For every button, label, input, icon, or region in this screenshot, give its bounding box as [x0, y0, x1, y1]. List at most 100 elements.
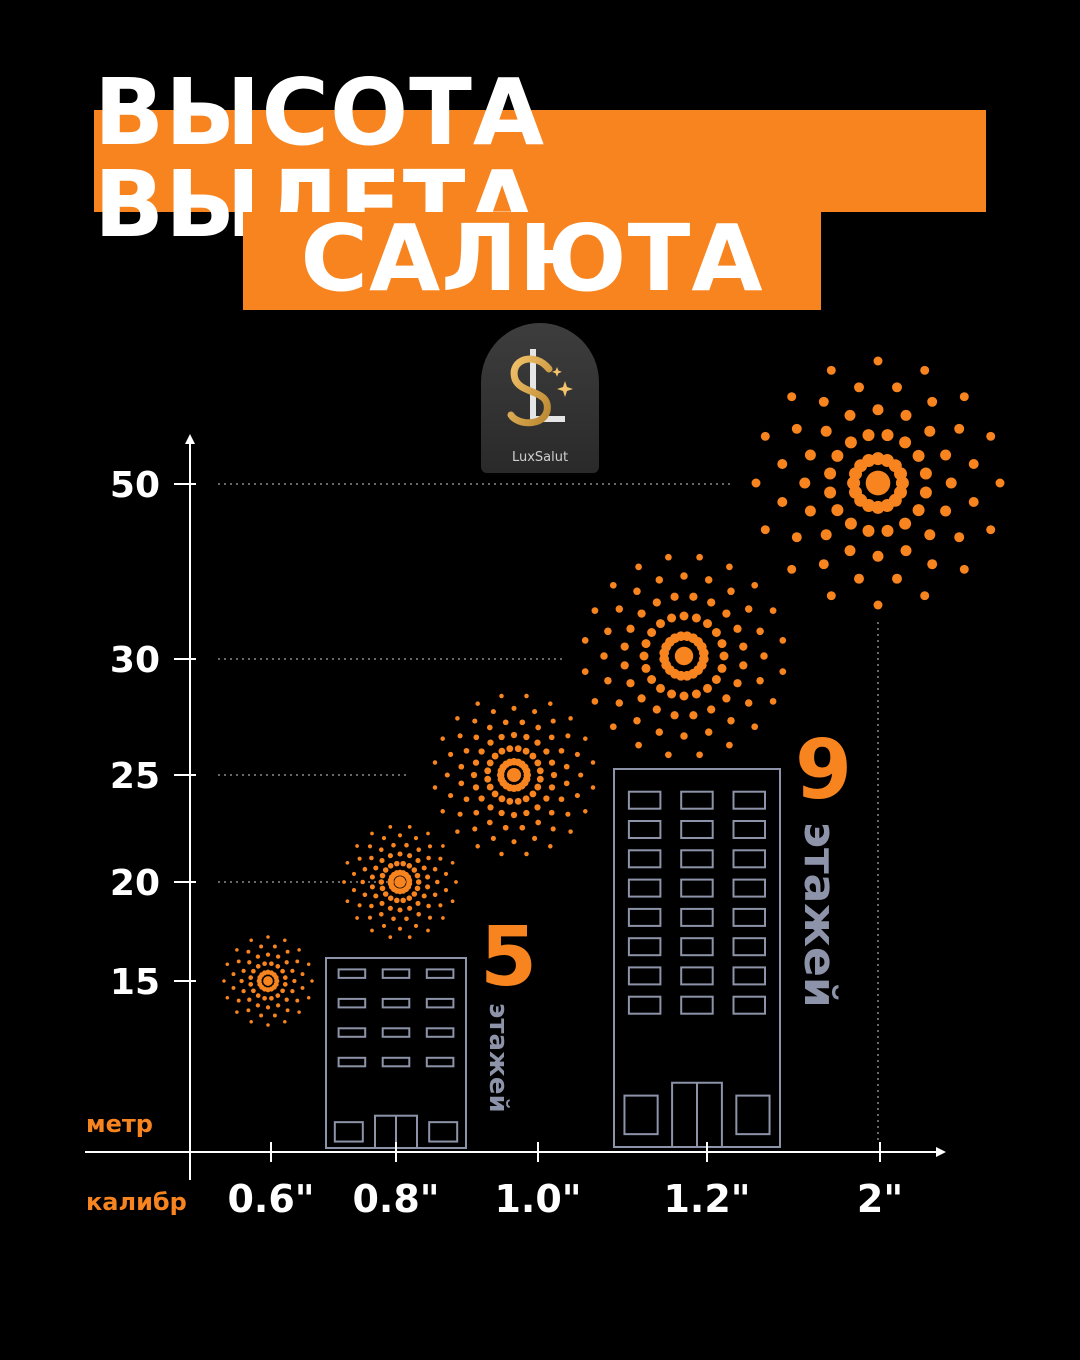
- burst-dot: [448, 751, 454, 757]
- burst-dot: [282, 975, 288, 980]
- burst-dot: [360, 879, 366, 885]
- burst-dot: [416, 847, 422, 853]
- burst-dot: [432, 760, 438, 765]
- building-window: [732, 878, 766, 898]
- burst-dot: [824, 486, 837, 499]
- burst-dot: [406, 877, 413, 884]
- burst-dot: [300, 972, 305, 977]
- burst-dot: [391, 916, 396, 922]
- building-window: [337, 997, 367, 1009]
- burst-dot: [679, 611, 689, 621]
- building-window: [680, 820, 714, 839]
- burst-dot: [285, 1008, 290, 1013]
- burst-dot: [490, 709, 496, 715]
- burst-dot: [524, 851, 529, 857]
- burst-dot: [760, 431, 770, 441]
- burst-dot: [282, 982, 288, 987]
- burst-dot: [959, 564, 969, 574]
- burst-dot: [529, 752, 537, 760]
- burst-dot: [652, 598, 661, 607]
- burst-dot: [394, 897, 400, 904]
- building-ground-window: [333, 1121, 364, 1143]
- burst-dot: [727, 716, 735, 725]
- burst-dot: [406, 895, 413, 901]
- burst-dot: [284, 997, 289, 1002]
- burst-dot: [379, 858, 385, 864]
- burst-dot: [667, 689, 677, 699]
- burst-dot: [733, 679, 742, 688]
- burst-dot: [295, 998, 300, 1003]
- burst-dot: [722, 609, 731, 618]
- burst-dot: [262, 995, 267, 1001]
- burst-dot: [548, 734, 555, 741]
- burst-dot: [609, 581, 617, 589]
- firework-burst: [751, 356, 1005, 610]
- burst-dot: [475, 701, 480, 706]
- building-window: [627, 849, 662, 869]
- burst-dot: [744, 699, 753, 707]
- burst-dot: [411, 891, 418, 897]
- burst-dot: [367, 915, 373, 920]
- burst-dot: [455, 829, 460, 834]
- burst-dot: [397, 833, 403, 838]
- burst-dot: [432, 785, 438, 790]
- burst-dot: [351, 871, 357, 876]
- burst-dot: [397, 907, 403, 913]
- burst-dot: [450, 860, 455, 865]
- burst-dot: [707, 705, 716, 714]
- burst-dot: [820, 425, 832, 437]
- burst-dot: [689, 711, 698, 720]
- building-window: [337, 1027, 367, 1038]
- burst-dot: [463, 796, 470, 803]
- burst-dot: [345, 860, 350, 865]
- burst-dot: [351, 888, 357, 893]
- burst-dot: [440, 809, 445, 814]
- burst-dot: [703, 683, 712, 693]
- burst-center: [263, 976, 273, 986]
- burst-dot: [502, 824, 509, 831]
- burst-dot: [760, 525, 770, 535]
- burst-dot: [231, 985, 236, 990]
- burst-dot: [400, 897, 406, 904]
- burst-dot: [590, 785, 596, 790]
- burst-dot: [450, 899, 455, 904]
- burst-dot: [511, 705, 517, 711]
- burst-dot: [499, 693, 504, 699]
- burst-dot: [272, 1013, 277, 1018]
- burst-dot: [620, 661, 629, 670]
- burst-dot: [717, 663, 727, 673]
- logo: LuxSalut: [481, 323, 599, 473]
- burst-dot: [739, 661, 748, 670]
- burst-dot: [655, 576, 664, 584]
- building-window: [425, 1027, 455, 1038]
- burst-dot: [382, 867, 389, 873]
- burst-dot: [647, 675, 657, 684]
- building-window: [381, 968, 411, 979]
- y-tick-label: 50: [110, 465, 160, 506]
- burst-dot: [787, 564, 797, 574]
- burst-dot: [534, 783, 542, 791]
- building-window: [627, 966, 662, 986]
- burst-dot: [249, 1019, 253, 1024]
- burst-dot: [411, 867, 418, 873]
- burst-dot: [381, 836, 387, 841]
- burst-dot: [563, 780, 570, 787]
- burst-dot: [615, 699, 624, 707]
- burst-dot: [522, 747, 530, 755]
- burst-dot: [563, 763, 570, 770]
- burst-dot: [498, 795, 506, 803]
- burst-dot: [498, 733, 505, 741]
- x-tick-label: 1.2": [663, 1177, 750, 1221]
- burst-dot: [680, 732, 688, 740]
- burst-dot: [534, 804, 541, 811]
- burst-dot: [620, 642, 629, 651]
- burst-dot: [506, 745, 514, 753]
- burst-dot: [290, 988, 295, 994]
- burst-dot: [568, 829, 573, 834]
- burst-dot: [565, 733, 571, 739]
- burst-dot: [769, 698, 777, 705]
- burst-dot: [407, 905, 413, 911]
- burst-dot: [760, 652, 768, 660]
- burst-dot: [421, 893, 427, 899]
- burst-dot: [912, 504, 925, 517]
